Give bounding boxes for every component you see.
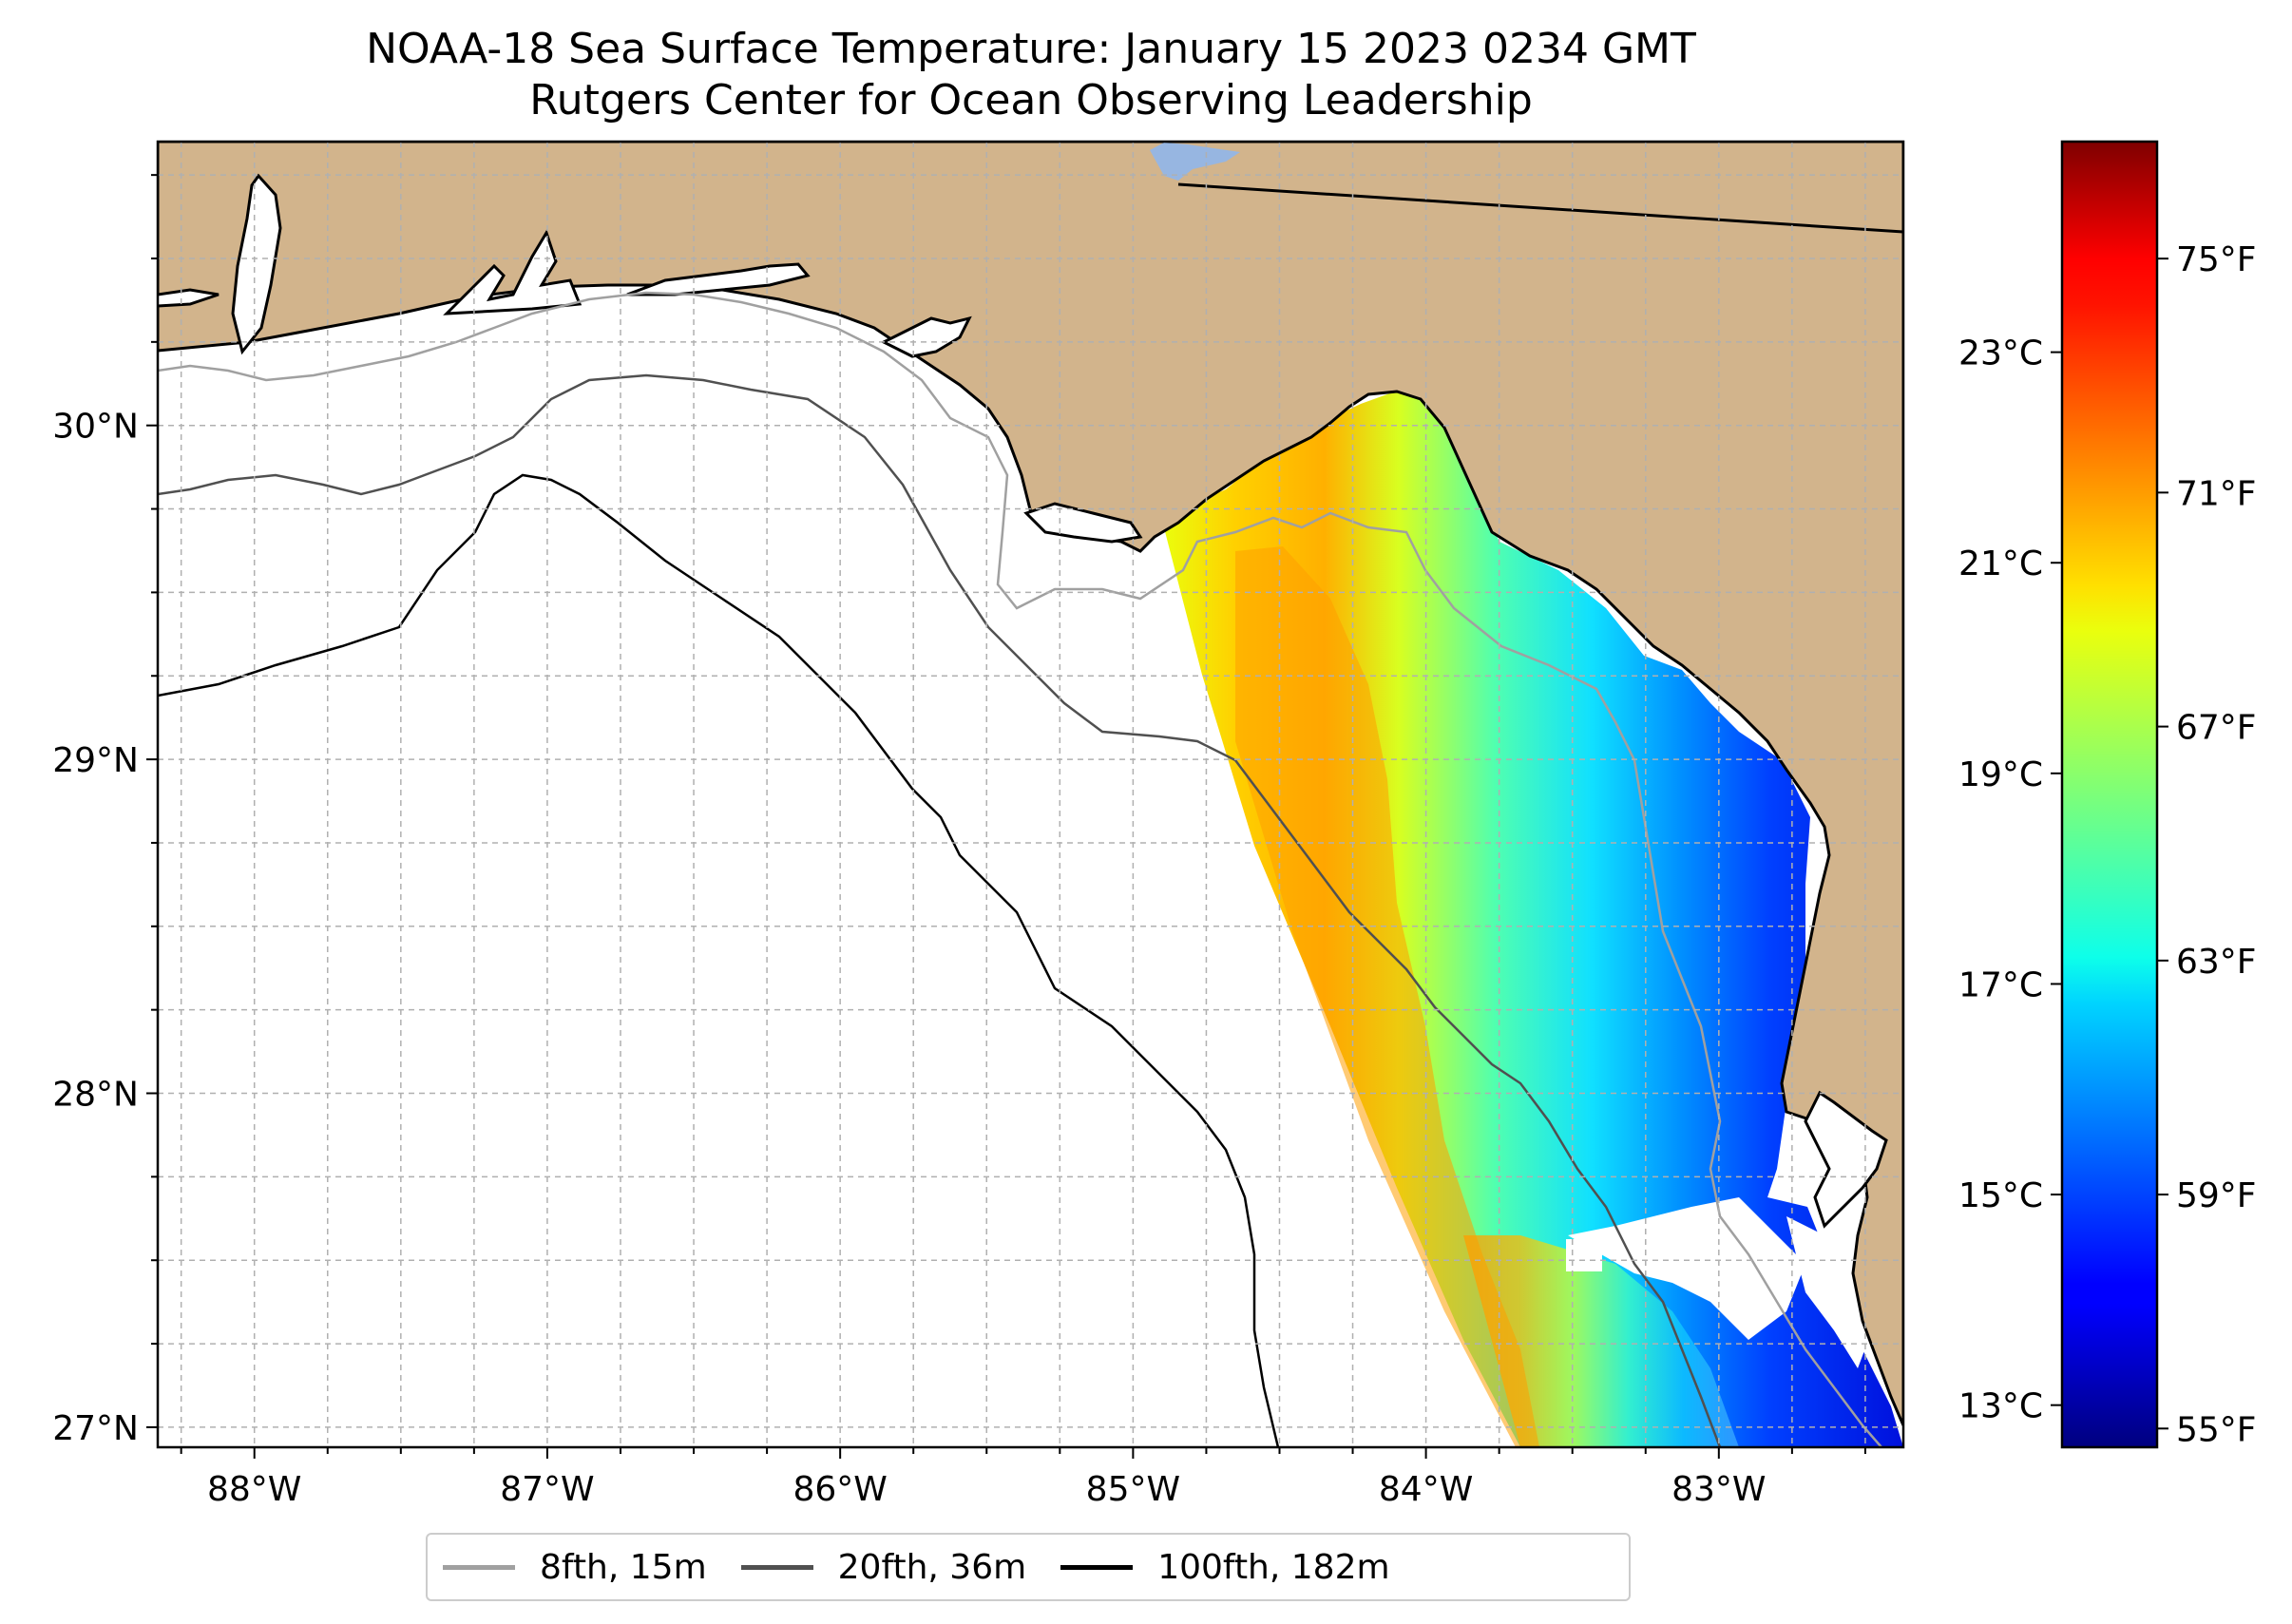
gridlines	[158, 142, 1903, 1447]
sst-warm-band	[1235, 546, 1539, 1447]
land	[158, 142, 1903, 1426]
lat-tick-label: 28°N	[52, 1076, 139, 1115]
lon-tick-label: 86°W	[793, 1470, 887, 1509]
tampa-bay	[1804, 1090, 1888, 1229]
sst-swath-south	[1463, 1235, 1739, 1447]
celsius-tick-label: 19°C	[1958, 755, 2043, 794]
fahrenheit-tick-label: 75°F	[2176, 240, 2257, 279]
lat-tick-label: 30°N	[52, 408, 139, 447]
lake	[1150, 143, 1240, 181]
map-frame	[156, 140, 1905, 1449]
isobath-8fth	[158, 291, 1882, 1447]
lat-tick-label: 29°N	[52, 741, 139, 780]
map-area	[158, 142, 1903, 1447]
isobath-100fth	[158, 473, 1280, 1447]
choctawhatchee-bay	[626, 262, 811, 296]
chart-title: NOAA-18 Sea Surface Temperature: January…	[366, 25, 1696, 73]
isobath-20fth	[158, 373, 1722, 1447]
celsius-tick-label: 21°C	[1958, 545, 2043, 583]
state-border	[1177, 182, 1903, 234]
colorbar-fahrenheit-axis: 55°F 59°F 63°F 67°F 71°F 75°F	[2157, 240, 2257, 1449]
apalachicola-bay	[1023, 502, 1143, 544]
chart-subtitle: Rutgers Center for Ocean Observing Leade…	[529, 76, 1533, 124]
fahrenheit-tick-label: 63°F	[2176, 943, 2257, 982]
longitude-axis: 88°W 87°W 86°W 85°W 84°W 83°W	[180, 1447, 1866, 1509]
fahrenheit-tick-label: 67°F	[2176, 709, 2257, 748]
lon-tick-label: 87°W	[500, 1470, 594, 1509]
legend-item-100fth: 100fth, 182m	[1060, 1547, 1390, 1587]
colorbar-celsius-axis: 13°C 15°C 17°C 19°C 21°C 23°C	[1958, 334, 2062, 1426]
legend-label: 8fth, 15m	[540, 1547, 707, 1587]
celsius-tick-label: 17°C	[1958, 965, 2043, 1004]
legend-label: 100fth, 182m	[1157, 1547, 1390, 1587]
lon-tick-label: 88°W	[207, 1470, 301, 1509]
fahrenheit-tick-label: 59°F	[2176, 1176, 2257, 1215]
celsius-tick-label: 13°C	[1958, 1387, 2043, 1426]
legend-line-icon	[740, 1564, 813, 1570]
cloud-gap	[1568, 1197, 1805, 1340]
cloud-gap-small	[1566, 1239, 1602, 1271]
cloud-gap-east	[1786, 1216, 1872, 1368]
isobath-legend: 8fth, 15m 20fth, 36m 100fth, 182m	[426, 1533, 1631, 1601]
latitude-axis: 27°N 28°N 29°N 30°N	[52, 174, 158, 1448]
legend-item-8fth: 8fth, 15m	[443, 1548, 707, 1587]
lon-tick-label: 83°W	[1671, 1470, 1766, 1509]
lon-tick-label: 84°W	[1379, 1470, 1473, 1509]
mobile-bay	[231, 173, 282, 355]
legend-item-20fth: 20fth, 36m	[740, 1547, 1027, 1587]
celsius-tick-label: 15°C	[1958, 1176, 2043, 1215]
fahrenheit-tick-label: 55°F	[2176, 1410, 2257, 1449]
lon-tick-label: 85°W	[1086, 1470, 1180, 1509]
colorbar	[2060, 140, 2159, 1449]
legend-line-icon	[443, 1564, 515, 1570]
st-andrews-bay	[880, 315, 972, 358]
legend-line-icon	[1060, 1564, 1134, 1570]
legend-label: 20fth, 36m	[837, 1547, 1027, 1587]
celsius-tick-label: 23°C	[1958, 334, 2043, 373]
lat-tick-label: 27°N	[52, 1409, 139, 1448]
pensacola-bay	[443, 229, 583, 315]
fahrenheit-tick-label: 71°F	[2176, 474, 2257, 513]
